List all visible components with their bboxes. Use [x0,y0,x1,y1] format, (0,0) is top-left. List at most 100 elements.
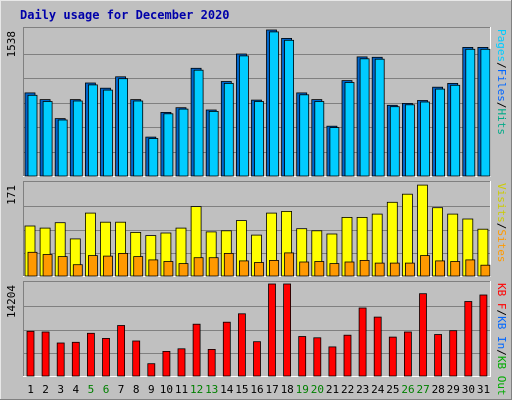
legend-separator: / [495,102,508,109]
x-tick-label: 12 [190,383,203,396]
panel-top: 1538 Pages/Files/Hits [5,27,508,177]
bar [283,283,292,377]
bar [450,261,461,277]
x-tick-label: 20 [311,383,324,396]
bar [284,252,295,277]
bar [435,88,446,177]
legend-entry: Pages [495,29,508,62]
x-tick-label: 26 [401,383,414,396]
x-tick-label: 11 [175,383,188,396]
bar [389,262,400,277]
x-tick-label: 13 [205,383,218,396]
bar [313,337,322,377]
bar [207,348,216,377]
bar [450,84,461,177]
bar [404,104,415,177]
bar [254,101,264,177]
legend-top: Pages/Files/Hits [495,29,508,135]
legend-entry: Hits [495,109,508,136]
bar [26,330,35,377]
bar [420,255,430,277]
bar [449,330,458,377]
bar [388,336,397,377]
bar [253,341,261,377]
bar [103,255,113,277]
bar [404,262,415,277]
x-tick-label: 18 [281,383,294,396]
x-tick-label: 21 [326,383,339,396]
legend-entry: KB F [495,283,508,310]
series-top-front [27,31,491,177]
bar [118,252,128,277]
x-tick-label: 17 [265,383,278,396]
series-bottom-back [26,283,488,377]
bar [148,259,159,277]
bar [268,283,276,377]
bar [479,294,488,377]
x-tick-label: 6 [103,383,110,396]
bar [389,106,400,177]
x-tick-label: 28 [432,383,445,396]
legend-entry: Files [495,69,508,102]
x-tick-label: 24 [371,383,385,396]
bar [314,101,325,177]
bar [71,341,80,377]
bar [223,83,234,177]
x-tick-label: 9 [148,383,155,396]
legend-entry: Sites [495,229,508,262]
bar [163,113,174,177]
bar [88,255,98,277]
bar [403,331,412,377]
bar [102,337,110,377]
legend-entry: KB In [495,316,508,349]
bar [117,325,125,377]
bar [133,100,144,177]
bar [374,262,385,277]
x-tick-label: 30 [462,383,475,396]
bar [299,261,310,277]
bar [147,363,156,377]
bar [269,31,279,177]
bar [238,260,249,277]
bar [358,307,367,377]
panel-middle: 171 Visits/Sites [5,181,508,277]
legend-middle: Visits/Sites [495,183,508,263]
bar [193,69,204,177]
x-tick-label: 3 [57,383,64,396]
bar [344,261,355,277]
bar [298,336,307,377]
legend-separator: / [495,62,508,69]
bar [178,108,189,177]
bar [72,264,83,277]
x-tick-label: 31 [477,383,490,396]
y-max-label-top: 1538 [5,31,18,58]
x-tick-label: 25 [386,383,399,396]
legend-separator: / [495,310,508,317]
bar [238,55,249,177]
x-tick-label: 5 [88,383,95,396]
legend-separator: / [495,223,508,230]
bar [329,127,340,177]
bar [162,350,171,377]
bar [133,256,144,277]
legend-entry: Visits [495,183,508,223]
x-tick-label: 22 [341,383,354,396]
bar [87,332,95,377]
bar [208,257,219,277]
legend-bottom: KB F/KB In/KB Out [495,283,508,396]
chart-title: Daily usage for December 2020 [20,8,230,22]
legend-separator: / [495,349,508,356]
bar [269,259,279,277]
bar [27,94,38,177]
bar [299,94,310,177]
bar [329,263,340,277]
bar [419,293,427,377]
bar [223,252,234,277]
bar [57,119,68,177]
x-tick-label: 2 [42,383,49,396]
y-max-label-middle: 171 [5,185,18,205]
bar [344,82,355,177]
bar [88,84,98,177]
